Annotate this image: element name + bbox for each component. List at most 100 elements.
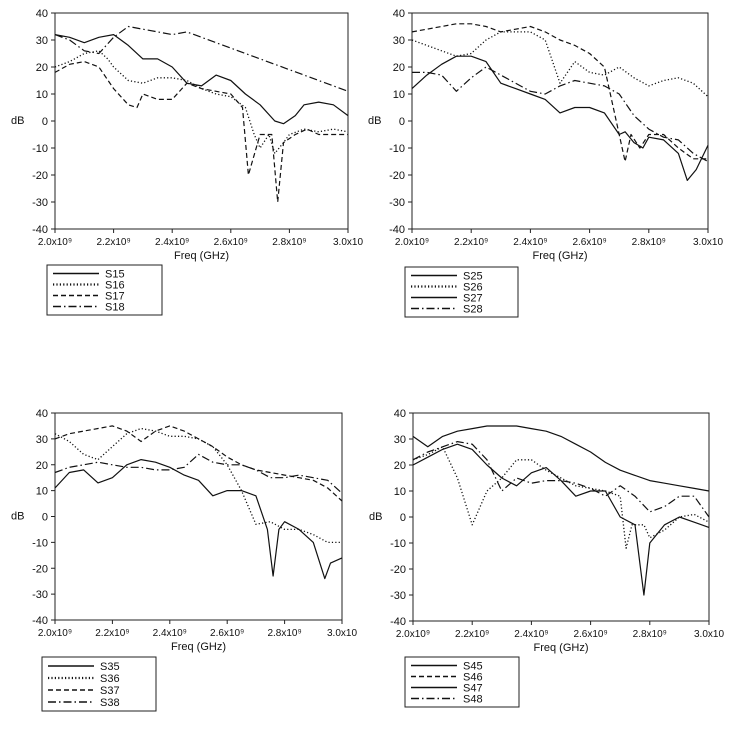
x-tick-label: 2.4x10⁹	[514, 629, 548, 640]
y-axis-label: dB	[368, 115, 381, 127]
x-axis-label: Freq (GHz)	[534, 642, 589, 654]
y-tick-label: -30	[389, 197, 405, 209]
chart-panel-1: -40 -30 -20 -10 0 10 20 30 40 2.0x10⁹ 2.2x10⁹ 2.4x1…	[11, 8, 363, 316]
x-tick-label: 2.2x10⁹	[454, 237, 488, 248]
y-tick-label: 10	[393, 89, 405, 101]
y-tick-label: 40	[36, 8, 48, 20]
y-tick-label: -10	[389, 143, 405, 155]
y-tick-label: -10	[32, 143, 48, 155]
x-tick-label: 2.2x10⁹	[455, 629, 489, 640]
y-axis-label: dB	[11, 115, 24, 127]
x-tick-label: 2.4x10⁹	[513, 237, 547, 248]
x-axis-label: Freq (GHz)	[174, 250, 229, 262]
series-line-s17	[54, 60, 348, 203]
y-tick-label: -20	[390, 564, 406, 576]
x-tick-label: 2.8x10⁹	[272, 237, 306, 248]
x-tick-label: 2.2x10⁹	[95, 628, 129, 639]
x-tick-label: 2.8x10⁹	[633, 629, 667, 640]
series-line-s26	[411, 31, 709, 98]
x-tick-label: 2.0x10⁹	[38, 628, 72, 639]
x-tick-label: 2.6x10⁹	[210, 628, 244, 639]
y-tick-label: 30	[393, 35, 405, 47]
series-line-s47	[412, 443, 710, 596]
y-tick-label: 30	[394, 434, 406, 446]
series-line-s45	[412, 425, 710, 492]
legend-label-s36: S36	[100, 673, 120, 685]
y-tick-label: -40	[32, 615, 48, 627]
x-axis-label: Freq (GHz)	[171, 641, 226, 653]
series-line-s16	[54, 50, 349, 155]
legend-box	[41, 656, 157, 712]
x-tick-label: 2.0x10⁹	[395, 237, 429, 248]
series-line-s15	[54, 33, 349, 125]
y-tick-label: -40	[32, 224, 48, 236]
chart-panel-3: -40 -30 -20 -10 0 10 20 30 40 2.0x10⁹ 2.2x10⁹ 2.4x1…	[11, 408, 357, 712]
series-line-s27	[411, 23, 708, 163]
series-line-s36	[54, 427, 342, 544]
y-tick-label: -30	[32, 197, 48, 209]
legend-label-s35: S35	[100, 661, 120, 673]
x-tick-label: 2.0x10⁹	[396, 629, 430, 640]
y-tick-label: -30	[390, 590, 406, 602]
legend-label-s45: S45	[463, 661, 483, 673]
legend-label-s17: S17	[105, 291, 125, 303]
y-tick-label: 40	[394, 408, 406, 420]
x-tick-label: 3.0x10	[693, 237, 723, 248]
x-tick-label: 2.2x10⁹	[96, 237, 130, 248]
legend-label-s18: S18	[105, 302, 125, 314]
legend-label-s38: S38	[100, 697, 120, 709]
chart-panel-2: -40 -30 -20 -10 0 10 20 30 40 2.0x10⁹ 2.2x10⁹ 2.4x1…	[368, 8, 723, 318]
y-tick-label: 10	[36, 89, 48, 101]
y-axis-label: dB	[11, 511, 24, 523]
y-tick-label: -40	[389, 224, 405, 236]
y-tick-label: -40	[390, 616, 406, 628]
legend-label-s27: S27	[463, 293, 483, 305]
plot-frame	[54, 412, 343, 621]
series-line-s35	[54, 459, 343, 580]
legend-label-s26: S26	[463, 282, 483, 294]
plot-frame	[54, 12, 349, 230]
y-tick-label: 0	[42, 116, 48, 128]
y-tick-label: 30	[36, 434, 48, 446]
series-line-s28	[412, 66, 709, 163]
legend-label-s46: S46	[463, 672, 483, 684]
series-line-s37	[54, 425, 343, 502]
y-tick-label: -20	[389, 170, 405, 182]
series-line-s18	[54, 25, 349, 92]
x-tick-label: 2.6x10⁹	[214, 237, 248, 248]
legend-box	[404, 656, 520, 708]
legend-label-s15: S15	[105, 269, 125, 281]
y-tick-label: 10	[394, 486, 406, 498]
y-tick-label: 20	[394, 460, 406, 472]
legend-label-s37: S37	[100, 685, 120, 697]
x-tick-label: 2.8x10⁹	[267, 628, 301, 639]
y-axis-label: dB	[369, 511, 382, 523]
x-tick-label: 2.4x10⁹	[155, 237, 189, 248]
x-tick-label: 2.6x10⁹	[573, 629, 607, 640]
y-tick-label: 40	[36, 408, 48, 420]
plot-frame	[411, 12, 709, 230]
legend-label-s25: S25	[463, 271, 483, 283]
y-tick-label: 20	[393, 62, 405, 74]
series-line-s38	[54, 453, 343, 494]
legend-label-s16: S16	[105, 280, 125, 292]
x-tick-label: 2.4x10⁹	[153, 628, 187, 639]
series-line-s46	[412, 446, 710, 549]
y-tick-label: 0	[399, 116, 405, 128]
legend-label-s47: S47	[463, 683, 483, 695]
legend-box	[404, 266, 519, 318]
y-tick-label: -20	[32, 170, 48, 182]
y-tick-label: 20	[36, 62, 48, 74]
legend-label-s28: S28	[463, 304, 483, 316]
x-tick-label: 3.0x10	[327, 628, 357, 639]
y-tick-label: -10	[390, 538, 406, 550]
x-axis-label: Freq (GHz)	[533, 250, 588, 262]
x-tick-label: 3.0x10	[333, 237, 363, 248]
y-tick-label: 10	[36, 486, 48, 498]
x-tick-label: 2.0x10⁹	[38, 237, 72, 248]
y-tick-label: 0	[42, 512, 48, 524]
